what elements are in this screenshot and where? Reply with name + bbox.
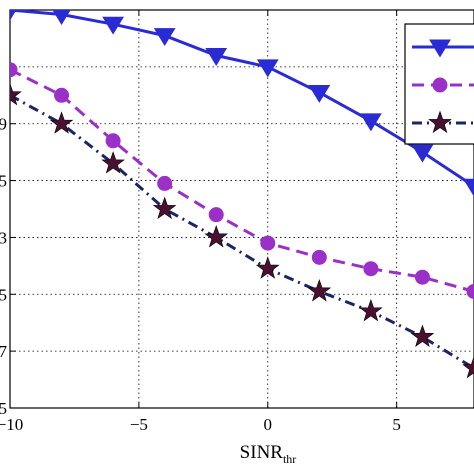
x-tick-label: −10 xyxy=(0,415,23,434)
series-line xyxy=(10,68,474,293)
x-axis-label: SINRthr xyxy=(240,442,297,466)
star-marker xyxy=(255,256,280,279)
y-tick-label: .5 xyxy=(0,172,7,191)
y-tick-label: .5 xyxy=(0,285,7,304)
x-tick-label: −5 xyxy=(130,415,148,434)
triangle-marker xyxy=(360,113,382,132)
triangle-marker xyxy=(429,39,451,58)
circle-marker xyxy=(311,249,327,265)
triangle-marker xyxy=(102,16,124,35)
triangle-marker xyxy=(411,144,434,163)
data-series xyxy=(10,10,474,379)
triangle-marker xyxy=(308,84,331,103)
circle-marker xyxy=(10,62,18,78)
circle-marker xyxy=(105,133,121,149)
circle-marker xyxy=(157,175,173,191)
legend xyxy=(404,23,474,145)
circle-marker xyxy=(260,235,276,251)
x-tick-label: 0 xyxy=(264,415,273,434)
x-tick-label: 5 xyxy=(392,415,401,434)
axis-ticks xyxy=(9,9,398,409)
x-axis-label-subscript: thr xyxy=(283,452,296,466)
star-marker xyxy=(204,225,229,248)
star-marker xyxy=(49,111,74,134)
triangle-marker xyxy=(153,28,176,47)
series-3 xyxy=(10,82,474,379)
series-1 xyxy=(10,10,474,197)
star-marker xyxy=(410,324,435,347)
star-marker xyxy=(10,82,22,106)
legend-entry xyxy=(412,77,474,93)
circle-marker xyxy=(54,87,70,103)
legend-entries xyxy=(412,39,474,134)
y-tick-label: 5 xyxy=(0,399,7,418)
star-marker xyxy=(307,279,332,302)
x-axis-label-main: SINR xyxy=(240,442,284,463)
legend-entry xyxy=(412,110,474,134)
y-tick-label: .9 xyxy=(0,115,7,134)
legend-entry xyxy=(412,39,474,58)
triangle-marker xyxy=(10,10,17,21)
star-marker xyxy=(359,298,383,322)
grid-lines xyxy=(9,9,474,409)
star-marker xyxy=(428,110,452,134)
star-marker xyxy=(101,151,125,174)
triangle-marker xyxy=(256,59,279,78)
triangle-marker xyxy=(205,47,228,66)
circle-marker xyxy=(432,77,448,93)
star-marker xyxy=(462,355,474,379)
circle-marker xyxy=(466,283,474,299)
circle-marker xyxy=(414,269,430,285)
series-line xyxy=(10,93,474,370)
circle-marker xyxy=(208,207,224,223)
circle-marker xyxy=(363,261,379,277)
series-2 xyxy=(10,62,474,299)
triangle-marker xyxy=(52,10,71,26)
plot-frame xyxy=(9,9,474,409)
star-marker xyxy=(152,196,177,220)
y-tick-label: .3 xyxy=(0,228,7,247)
triangle-marker xyxy=(463,178,474,197)
y-tick-label: .7 xyxy=(0,342,8,361)
series-line xyxy=(10,10,474,188)
tick-labels: −10 −5 0 5 5 .7 .5 .3 .5 .9 xyxy=(0,115,401,434)
